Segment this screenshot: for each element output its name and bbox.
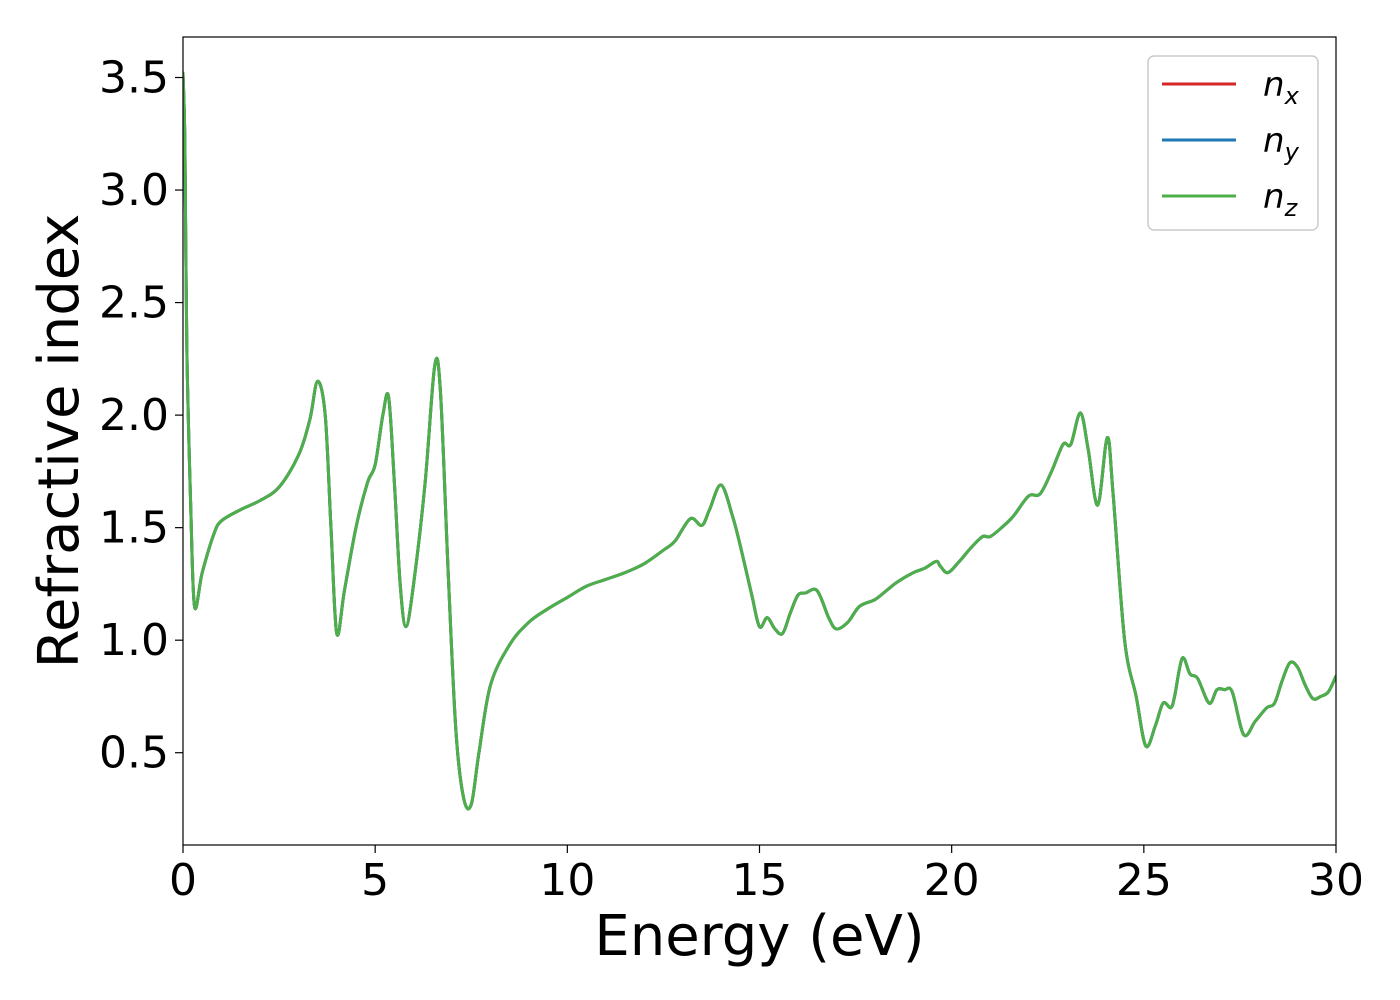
series-line-n_z: [183, 71, 1336, 811]
x-tick-label: 15: [732, 855, 788, 906]
y-tick-label: 2.0: [99, 390, 169, 441]
y-axis-ticks: 0.5 1.0 1.5 2.0 2.5 3.0 3.5: [99, 53, 183, 779]
plot-area: [182, 36, 1337, 846]
y-tick-label: 3.0: [99, 165, 169, 216]
legend-label-n_x: nx: [1263, 65, 1300, 110]
legend-label-n_y: ny: [1263, 121, 1300, 166]
legend: nx ny nz: [1147, 55, 1319, 231]
y-tick-label: 0.5: [99, 728, 169, 779]
legend-label-n_z: nz: [1263, 177, 1299, 222]
legend-box: [1147, 55, 1319, 231]
x-axis-ticks: 0 5 10 15 20 25 30: [169, 845, 1364, 906]
x-tick-label: 0: [169, 855, 197, 906]
legend-entries: nx ny nz: [1162, 65, 1300, 222]
y-tick-label: 1.0: [99, 615, 169, 666]
y-tick-label: 1.5: [99, 503, 169, 554]
y-tick-label: 3.5: [99, 53, 169, 104]
x-axis-label: Energy (eV): [594, 904, 924, 969]
x-tick-label: 10: [539, 855, 595, 906]
x-tick-label: 5: [361, 855, 389, 906]
x-tick-label: 25: [1116, 855, 1172, 906]
y-tick-label: 2.5: [99, 278, 169, 329]
y-axis-label: Refractive index: [27, 214, 92, 669]
x-tick-label: 30: [1308, 855, 1364, 906]
x-tick-label: 20: [924, 855, 980, 906]
series-layer: [183, 71, 1336, 811]
